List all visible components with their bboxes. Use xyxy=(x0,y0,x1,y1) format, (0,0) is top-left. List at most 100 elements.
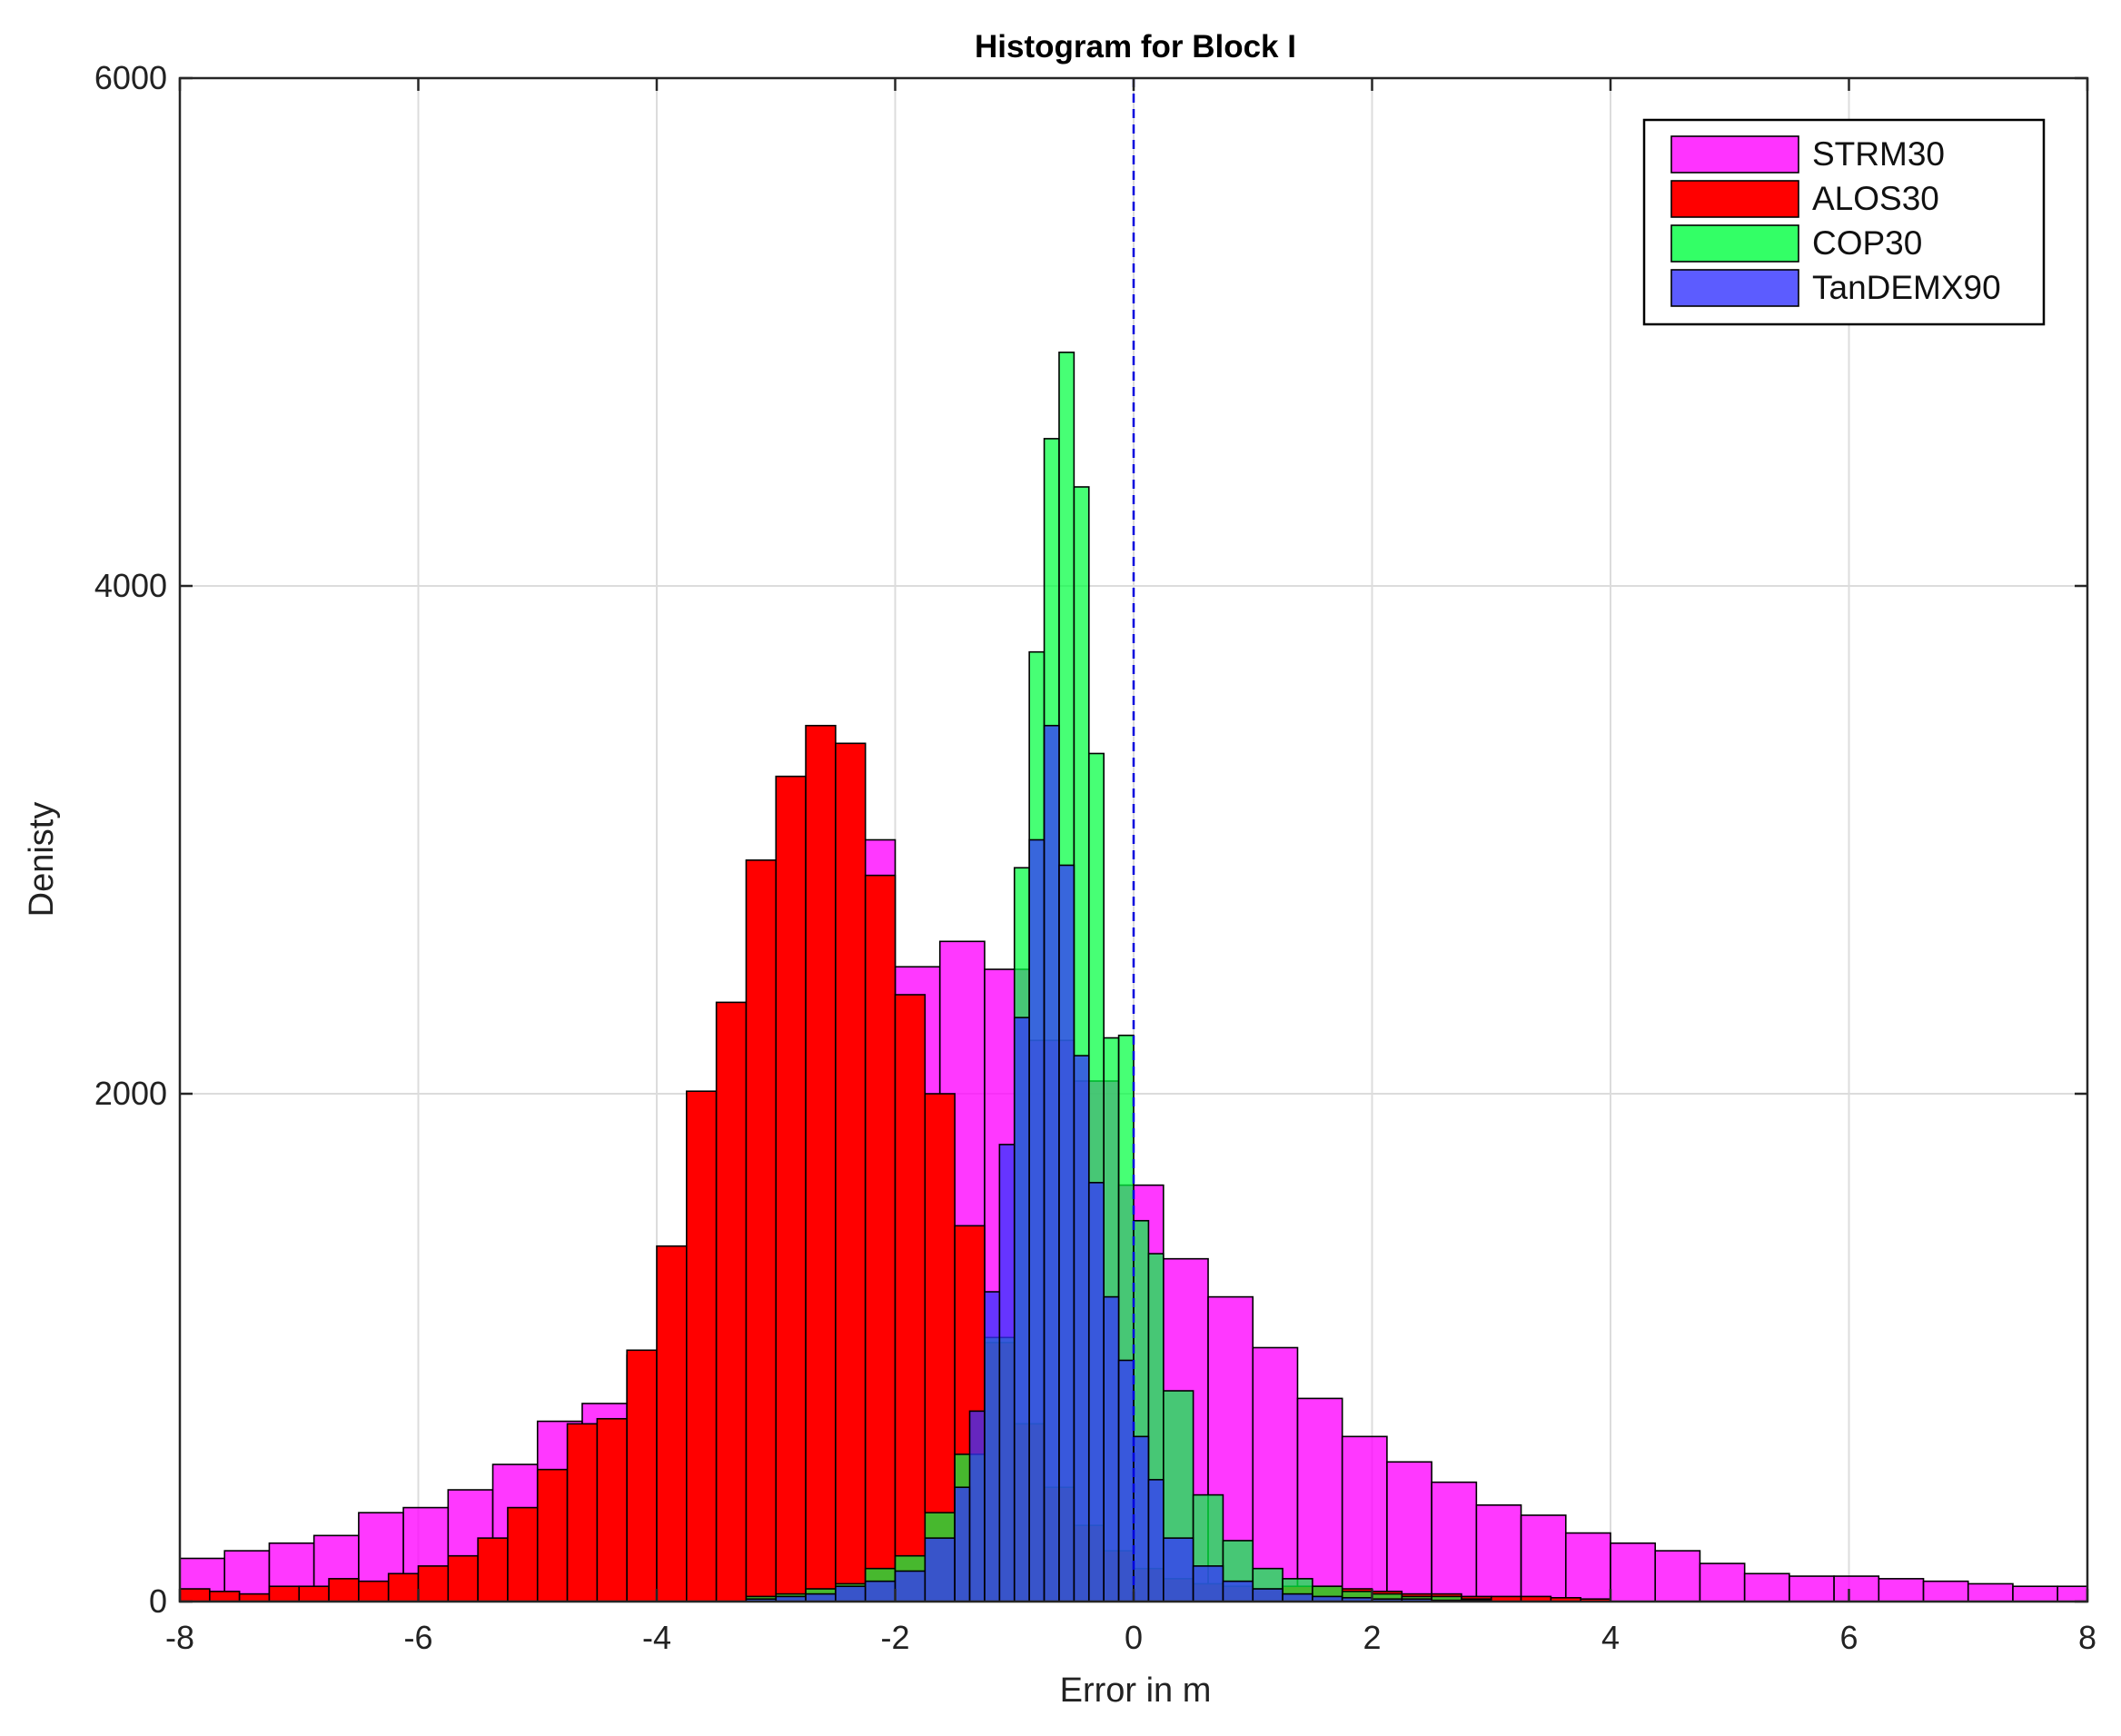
histogram-bar xyxy=(1117,1359,1135,1602)
histogram-bar xyxy=(1833,1575,1880,1602)
legend-swatch xyxy=(1670,180,1799,218)
histogram-bar xyxy=(2012,1585,2058,1602)
legend: STRM30 ALOS30 COP30 TanDEMX90 xyxy=(1642,118,2046,326)
histogram-bar xyxy=(1192,1565,1224,1602)
x-tick-label: 8 xyxy=(2078,1619,2096,1656)
histogram-bar xyxy=(1058,864,1075,1602)
histogram-bar xyxy=(864,874,897,1602)
histogram-bar xyxy=(2057,1585,2088,1602)
histogram-bar xyxy=(1520,1514,1567,1602)
histogram-bar xyxy=(238,1592,271,1602)
histogram-bar xyxy=(1564,1532,1611,1602)
legend-label: TanDEMX90 xyxy=(1812,269,2001,306)
legend-item: COP30 xyxy=(1670,224,1922,263)
x-tick-label: -2 xyxy=(880,1619,909,1656)
legend-item: ALOS30 xyxy=(1670,180,1939,218)
histogram-bar xyxy=(626,1349,658,1602)
histogram-bar xyxy=(1654,1550,1701,1602)
histogram-bar xyxy=(894,994,927,1602)
legend-label: STRM30 xyxy=(1812,135,1945,173)
histogram-bar xyxy=(1878,1578,1925,1602)
histogram-bar xyxy=(835,742,867,1602)
histogram-bar xyxy=(1087,1182,1105,1602)
histogram-bar xyxy=(1610,1542,1657,1602)
histogram-bar xyxy=(358,1580,390,1602)
legend-swatch xyxy=(1670,224,1799,263)
histogram-bar xyxy=(1252,1588,1284,1602)
y-tick-label: 0 xyxy=(149,1582,167,1620)
histogram-bar xyxy=(1013,1017,1030,1602)
histogram-bar xyxy=(1133,1435,1150,1602)
x-tick-label: 2 xyxy=(1363,1619,1381,1656)
x-tick-label: -4 xyxy=(642,1619,671,1656)
histogram-bar xyxy=(596,1417,628,1602)
histogram-bar xyxy=(1743,1572,1790,1602)
histogram-bar xyxy=(536,1468,569,1602)
histogram-bar xyxy=(298,1585,330,1602)
histogram-bar xyxy=(864,1580,897,1602)
legend-swatch xyxy=(1670,269,1799,307)
histogram-bar xyxy=(1073,1055,1090,1602)
histogram-bar xyxy=(968,1410,986,1602)
x-tick-label: 4 xyxy=(1601,1619,1620,1656)
legend-item: STRM30 xyxy=(1670,135,1945,174)
histogram-bar xyxy=(417,1565,450,1602)
histogram-bar xyxy=(1475,1503,1522,1602)
legend-label: ALOS30 xyxy=(1812,180,1939,217)
histogram-bar xyxy=(387,1572,420,1602)
histogram-bar xyxy=(566,1423,599,1602)
legend-item: TanDEMX90 xyxy=(1670,269,2001,307)
y-tick-label: 4000 xyxy=(94,567,167,604)
histogram-bar xyxy=(1147,1479,1165,1602)
x-tick-label: -6 xyxy=(403,1619,432,1656)
histogram-bar xyxy=(1028,838,1046,1602)
histogram-bar xyxy=(805,724,837,1602)
x-tick-label: -8 xyxy=(165,1619,194,1656)
histogram-bar xyxy=(1699,1562,1746,1602)
legend-label: COP30 xyxy=(1812,224,1922,262)
histogram-bar xyxy=(1222,1580,1254,1602)
histogram-bar xyxy=(998,1144,1016,1602)
tick-labels: -8 -6 -4 -2 0 2 4 6 8 0 2000 4000 6000 xyxy=(94,59,2096,1656)
histogram-bar xyxy=(507,1506,539,1602)
histogram-bar xyxy=(1431,1481,1478,1602)
histogram-bar xyxy=(179,1588,211,1602)
histogram-bar xyxy=(924,1537,956,1602)
y-axis-label: Denisty xyxy=(23,802,61,918)
histogram-bar xyxy=(1341,1435,1388,1602)
histogram-bar xyxy=(835,1585,867,1602)
chart-title: Histogram for Block I xyxy=(975,29,1296,64)
histogram-bar xyxy=(1282,1592,1313,1602)
histogram-bar xyxy=(328,1578,360,1602)
histogram-bar xyxy=(686,1090,718,1602)
histogram-bar xyxy=(745,859,778,1602)
histogram-bar xyxy=(1922,1580,1969,1602)
axes-layer xyxy=(178,76,2089,1603)
histogram-bar xyxy=(209,1591,241,1602)
histogram-bar xyxy=(1252,1346,1299,1602)
histogram-bar xyxy=(715,1001,748,1602)
histogram-bar xyxy=(1043,724,1060,1602)
x-axis-label: Error in m xyxy=(1060,1672,1212,1710)
x-tick-label: 6 xyxy=(1839,1619,1858,1656)
histogram-bar xyxy=(1103,1295,1120,1602)
histogram-bar xyxy=(775,775,807,1602)
histogram-bar xyxy=(1296,1397,1343,1602)
histogram-bar xyxy=(894,1570,927,1602)
histogram-bar xyxy=(1386,1461,1432,1602)
y-tick-label: 2000 xyxy=(94,1075,167,1112)
x-tick-label: 0 xyxy=(1125,1619,1143,1656)
histogram-bar xyxy=(1163,1537,1194,1602)
histogram-bar xyxy=(268,1585,301,1602)
y-tick-label: 6000 xyxy=(94,59,167,96)
histogram-bar xyxy=(1967,1582,2014,1602)
histogram-bar xyxy=(656,1245,688,1602)
histogram-bar xyxy=(984,1291,1001,1602)
histogram-bar xyxy=(447,1554,479,1602)
histogram-bar xyxy=(805,1592,837,1602)
legend-swatch xyxy=(1670,135,1799,174)
histogram-bar xyxy=(954,1486,971,1602)
series-tandemx90 xyxy=(745,724,1492,1602)
